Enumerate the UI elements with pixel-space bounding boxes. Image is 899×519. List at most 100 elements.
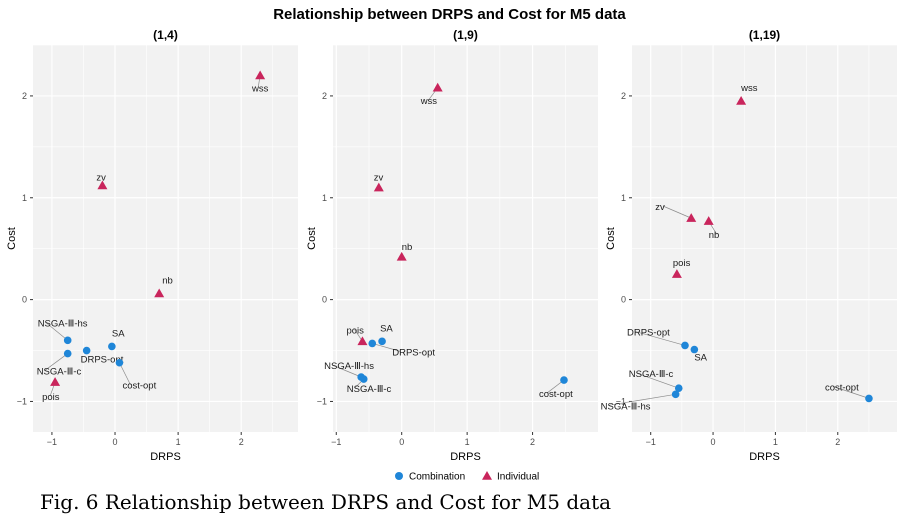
point-combination (690, 345, 699, 354)
x-tick-label: 2 (239, 437, 244, 447)
x-tick-label: −1 (331, 437, 341, 447)
point-label: SA (112, 328, 125, 339)
legend-key-triangle (482, 471, 492, 480)
legend-label: Individual (497, 472, 539, 483)
panel-title: (1,19) (749, 28, 780, 42)
point-label: NSGA-Ⅲ-hs (324, 361, 374, 372)
panel-1: −1 0 1 2 −1 0 1 2 (1,4) DRPS Cost wss zv nb pois NSGA-Ⅲ… (6, 28, 298, 463)
y-tick-label: −1 (317, 396, 327, 406)
point-combination (108, 342, 116, 351)
y-tick-label: 2 (621, 91, 626, 101)
y-axis-label: Cost (6, 227, 18, 250)
x-tick-label: 1 (773, 437, 778, 447)
y-tick-label: 2 (22, 91, 27, 101)
point-individual (686, 213, 697, 222)
point-individual (255, 70, 266, 80)
panel-background (632, 45, 897, 432)
label-leader-line (44, 353, 68, 371)
point-individual (373, 182, 384, 192)
x-tick-label: 0 (399, 437, 404, 447)
x-tick-label: 2 (530, 437, 535, 447)
y-axis-label: Cost (306, 227, 318, 250)
point-label: cost-opt (825, 382, 859, 393)
point-combination (671, 390, 680, 399)
point-label: nb (402, 242, 413, 253)
y-tick-label: 0 (621, 295, 626, 305)
y-tick-label: −1 (616, 396, 626, 406)
x-axis-label: DRPS (450, 451, 481, 463)
point-combination (368, 339, 377, 348)
point-label: zv (96, 173, 106, 184)
point-label: DRPS-opt (81, 355, 124, 366)
y-axis-label: Cost (605, 227, 617, 250)
y-tick-label: −1 (17, 396, 27, 406)
point-combination (115, 358, 124, 367)
panel-background (33, 45, 298, 432)
point-combination (63, 349, 72, 358)
point-label: NSGA-Ⅲ-c (347, 384, 392, 395)
label-leader-line (832, 386, 870, 399)
label-leader-line (45, 322, 68, 341)
point-individual (396, 251, 407, 261)
point-individual (357, 336, 368, 346)
point-individual (703, 216, 714, 225)
point-label: cost-opt (122, 381, 156, 392)
point-combination (359, 375, 368, 383)
label-leader-line (372, 343, 401, 352)
point-individual (50, 377, 61, 386)
y-tick-label: 1 (322, 193, 327, 203)
panel-background (333, 45, 598, 432)
y-tick-label: 0 (322, 295, 327, 305)
point-combination (681, 341, 689, 350)
point-label: wss (420, 96, 438, 107)
point-individual (154, 288, 165, 298)
figure-title: Relationship between DRPS and Cost for M… (273, 6, 626, 23)
legend: Combination Individual (395, 471, 539, 483)
point-label: DRPS-opt (627, 327, 670, 338)
point-combination (674, 384, 683, 393)
panel-3: −1 0 1 2 −1 0 1 2 (1,19) DRPS Cost wss zv nb pois DRPS-… (601, 28, 897, 463)
point-combination (560, 376, 568, 384)
point-individual (432, 82, 443, 92)
point-label: DRPS-opt (392, 347, 435, 358)
label-leader-line (636, 372, 679, 389)
x-tick-label: 1 (465, 437, 470, 447)
point-label: SA (380, 323, 393, 334)
point-individual (736, 96, 747, 105)
point-label: nb (709, 230, 720, 241)
point-label: NSGA-Ⅲ-hs (38, 318, 88, 329)
x-tick-label: 1 (176, 437, 181, 447)
point-label: NSGA-Ⅲ-hs (601, 401, 651, 412)
x-tick-label: 2 (835, 437, 840, 447)
point-label: wss (740, 83, 758, 94)
label-leader-line (119, 362, 131, 385)
point-label: SA (694, 353, 707, 364)
point-individual (97, 180, 108, 190)
point-combination (865, 394, 873, 403)
point-individual (671, 269, 682, 278)
y-tick-label: 1 (22, 193, 27, 203)
y-tick-label: 1 (621, 193, 626, 203)
label-leader-line (608, 393, 676, 406)
x-tick-label: −1 (47, 437, 57, 447)
x-axis-label: DRPS (749, 451, 780, 463)
label-leader-line (332, 364, 362, 378)
figure-caption: Fig. 6 Relationship between DRPS and Cos… (40, 490, 612, 514)
label-leader-line (634, 331, 686, 346)
point-label: NSGA-Ⅲ-c (629, 369, 674, 380)
x-tick-label: 0 (113, 437, 118, 447)
point-combination (63, 336, 72, 345)
point-label: nb (162, 275, 173, 286)
legend-key-circle (395, 472, 403, 480)
point-label: zv (655, 202, 665, 213)
panel-2: −1 0 1 2 −1 0 1 2 (1,9) DRPS Cost wss zv nb pois SA DRPS… (306, 28, 598, 463)
legend-label: Combination (409, 472, 465, 483)
panel-title: (1,4) (153, 28, 178, 42)
point-combination (378, 337, 386, 346)
y-tick-label: 2 (322, 91, 327, 101)
y-tick-label: 0 (22, 295, 27, 305)
point-label: NSGA-Ⅲ-c (37, 367, 82, 378)
point-combination (82, 346, 91, 355)
x-tick-label: 0 (711, 437, 716, 447)
